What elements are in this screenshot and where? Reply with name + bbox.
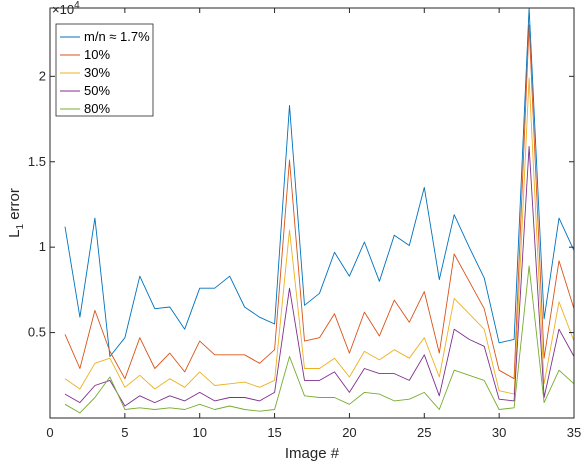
x-tick-label: 10 — [192, 425, 206, 440]
x-tick-label: 35 — [567, 425, 581, 440]
x-tick-label: 25 — [417, 425, 431, 440]
legend: m/n ≈ 1.7% 10% 30% 50% 80% — [55, 23, 154, 117]
x-tick-label: 20 — [342, 425, 356, 440]
x-tick-label: 15 — [267, 425, 281, 440]
y-axis-label: L1 error — [6, 188, 26, 238]
series-line-1 — [64, 24, 575, 380]
x-tick-label: 0 — [46, 425, 53, 440]
exponent-multiplier: × — [52, 2, 60, 17]
plot-frame — [49, 7, 575, 419]
y-axis-exponent: ×104 — [52, 0, 80, 17]
x-axis-label: Image # — [285, 445, 340, 462]
y-tick-label: 2 — [39, 68, 46, 83]
y-tick-label: 1 — [39, 239, 46, 254]
exponent-power: 4 — [74, 0, 80, 11]
legend-box — [55, 23, 154, 117]
series-group — [64, 7, 575, 414]
series-line-4 — [64, 265, 575, 414]
y-axis-label-subscript: 1 — [15, 224, 26, 230]
x-tick-label: 30 — [492, 425, 506, 440]
legend-label: m/n ≈ 1.7% — [84, 29, 150, 44]
legend-label: 30% — [84, 65, 110, 80]
legend-label: 10% — [84, 47, 110, 62]
y-tick-label: 0.5 — [28, 325, 46, 340]
exponent-base: 10 — [60, 2, 74, 17]
y-tick-label: 1.5 — [28, 154, 46, 169]
series-line-3 — [64, 145, 575, 407]
x-axis-ticks: 0 5 10 15 20 25 30 35 — [46, 8, 581, 440]
y-axis-label-rest: error — [6, 188, 23, 224]
x-tick-label: 5 — [121, 425, 128, 440]
legend-label: 80% — [84, 101, 110, 116]
legend-label: 50% — [84, 83, 110, 98]
y-axis-label-main: L — [6, 230, 23, 238]
series-line-0 — [64, 7, 575, 357]
series-line-2 — [64, 77, 575, 395]
y-axis-ticks: 0.5 1 1.5 2 — [28, 68, 574, 340]
